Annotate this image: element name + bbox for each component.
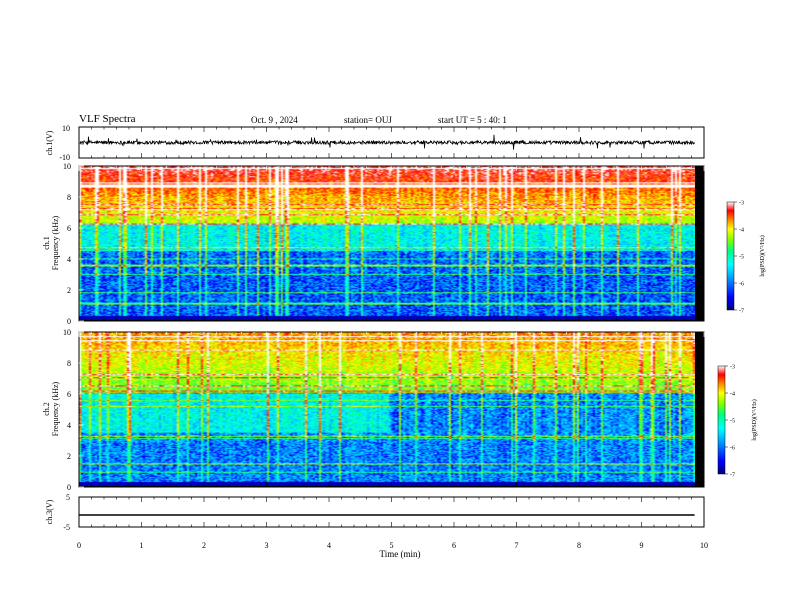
- time-axis-ticks: 0 1 2 3 4 5 6 7 8 9 10: [77, 127, 708, 550]
- y-tick-label: 2: [67, 452, 71, 461]
- colorbar-tick-label: -6: [730, 446, 735, 452]
- ch2-channel-label: ch.2: [42, 402, 51, 416]
- ch1-spectrogram-yticks: 0 2 4 6 8 10: [63, 162, 704, 326]
- colorbar-tick-label: -5: [739, 255, 744, 261]
- x-tick-label: 3: [265, 541, 269, 550]
- y-tick-label: 10: [63, 162, 71, 171]
- ch2-spectrogram-yticks: 0 2 4 6 8 10: [63, 328, 704, 492]
- y-tick-label: 10: [63, 328, 71, 337]
- ch2-colorbar-ticks: -3 -4 -5 -6 -7: [725, 365, 735, 479]
- colorbar-tick-label: -4: [739, 228, 744, 234]
- ch1-ytick-bottom: -10: [59, 153, 70, 162]
- ch1-channel-label: ch.1: [42, 236, 51, 250]
- colorbar-tick-label: -4: [730, 392, 735, 398]
- time-axis-label: Time (min): [380, 549, 421, 559]
- colorbar-tick-label: -3: [739, 201, 744, 207]
- y-tick-label: 4: [67, 421, 71, 430]
- ch3-ytick-bottom: -5: [63, 523, 70, 532]
- ch2-colorbar-label: log(PSD)(V²/Hz): [751, 399, 758, 440]
- x-tick-label: 1: [140, 541, 144, 550]
- ch2-frequency-label: Frequency (kHz): [51, 381, 60, 436]
- x-tick-label: 8: [577, 541, 581, 550]
- y-tick-label: 2: [67, 286, 71, 295]
- y-tick-label: 0: [67, 317, 71, 326]
- ch1-spectrogram-image: [79, 166, 695, 320]
- y-tick-label: 4: [67, 255, 71, 264]
- x-tick-label: 4: [327, 541, 331, 550]
- colorbar-tick-label: -5: [730, 419, 735, 425]
- x-tick-label: 0: [77, 541, 81, 550]
- y-tick-label: 6: [67, 390, 71, 399]
- x-tick-label: 6: [452, 541, 456, 550]
- ch1-colorbar: [726, 201, 735, 311]
- x-tick-label: 5: [390, 541, 394, 550]
- y-tick-label: 6: [67, 224, 71, 233]
- y-tick-label: 8: [67, 359, 71, 368]
- ch3-ylabel: ch.3(V): [45, 499, 54, 524]
- ch1-ylabel: ch.1(V): [45, 130, 54, 155]
- ch3-ytick-top: 5: [66, 493, 70, 502]
- station-label: station= OUJ: [344, 115, 392, 125]
- x-tick-label: 7: [515, 541, 519, 550]
- x-tick-label: 9: [640, 541, 644, 550]
- ch1-colorbar-label: log(PSD)(V²/Hz): [759, 235, 766, 276]
- plot-title: VLF Spectra: [79, 113, 136, 125]
- ch2-spectrogram-image: [79, 332, 695, 486]
- ch3-waveform-panel: 5 -5 ch.3(V): [45, 493, 705, 532]
- colorbar-tick-label: -7: [730, 473, 735, 479]
- colorbar-tick-label: -3: [730, 365, 735, 371]
- x-tick-label: 10: [700, 541, 708, 550]
- start-time-label: start UT = 5 : 40: 1: [438, 115, 507, 125]
- y-tick-label: 8: [67, 193, 71, 202]
- ch1-colorbar-ticks: -3 -4 -5 -6 -7: [734, 201, 744, 315]
- x-tick-label: 2: [202, 541, 206, 550]
- ch2-colorbar: [717, 365, 726, 475]
- ch1-waveform-panel: 10 -10 ch.1(V): [45, 124, 705, 162]
- y-tick-label: 0: [67, 483, 71, 492]
- ch1-frequency-label: Frequency (kHz): [51, 215, 60, 270]
- date-label: Oct. 9 , 2024: [251, 115, 298, 125]
- ch1-waveform-trace: [79, 134, 695, 150]
- colorbar-tick-label: -7: [739, 309, 744, 315]
- colorbar-tick-label: -6: [739, 282, 744, 288]
- ch1-ytick-top: 10: [62, 124, 70, 133]
